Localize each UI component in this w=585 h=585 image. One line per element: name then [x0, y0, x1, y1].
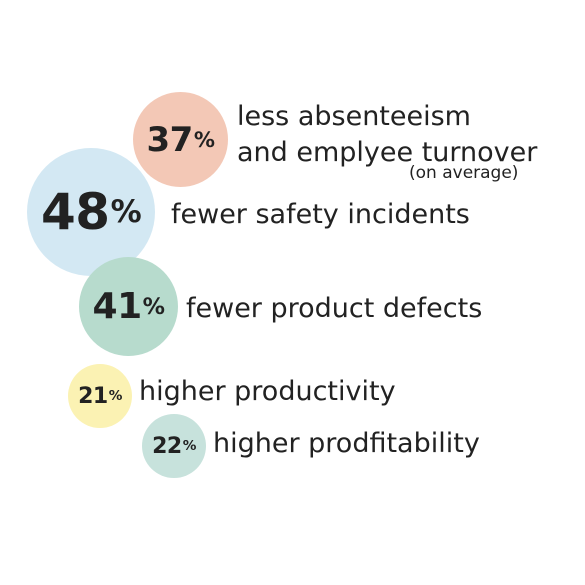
- caption-on-average-note: (on average): [409, 163, 519, 183]
- caption-absenteeism-line-2: and emplyee turnover: [237, 137, 538, 168]
- percent-sign: %: [110, 194, 142, 230]
- bubble-37-percent: 37%: [133, 92, 228, 187]
- bubble-value: 48: [41, 183, 110, 241]
- bubble-value: 22: [152, 433, 182, 459]
- bubble-41-percent: 41%: [79, 257, 178, 356]
- percent-sign: %: [193, 127, 215, 152]
- bubble-value: 37: [146, 119, 194, 160]
- bubble-21-percent: 21%: [68, 364, 132, 428]
- caption-safety-incidents: fewer safety incidents: [171, 199, 470, 230]
- caption-absenteeism-line-1: less absenteeism: [237, 101, 471, 132]
- bubble-value: 41: [92, 286, 143, 327]
- bubble-48-percent: 48%: [27, 148, 155, 276]
- caption-product-defects: fewer product defects: [186, 293, 483, 324]
- caption-productivity: higher productivity: [139, 376, 396, 407]
- percent-sign: %: [142, 293, 165, 320]
- bubble-22-percent: 22%: [142, 414, 206, 478]
- percent-sign: %: [182, 438, 197, 454]
- bubble-value: 21: [78, 383, 108, 409]
- caption-profitability: higher prodfitability: [213, 428, 480, 459]
- percent-sign: %: [108, 388, 123, 404]
